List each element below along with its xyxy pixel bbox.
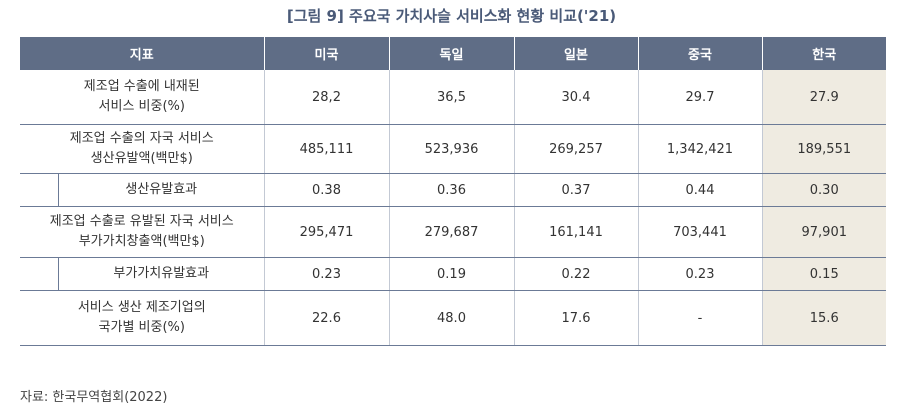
cell-china: 0.23: [637, 257, 762, 291]
cell-korea: 27.9: [761, 70, 886, 125]
cell-china: 1,342,421: [637, 124, 762, 174]
cell-usa: 22.6: [263, 290, 389, 346]
table-row: 제조업 수출로 유발된 자국 서비스 부가가치창출액(백만$) 295,471 2…: [20, 206, 886, 258]
cell-japan: 269,257: [513, 124, 638, 174]
table-row: 제조업 수출에 내재된 서비스 비중(%) 28,2 36,5 30.4 29.7…: [20, 70, 886, 125]
row-label: 제조업 수출에 내재된 서비스 비중(%): [20, 70, 264, 125]
cell-germany: 0.36: [388, 173, 514, 207]
figure-title: [그림 9] 주요국 가치사슬 서비스화 현황 비교('21): [286, 7, 617, 25]
header-germany: 독일: [388, 37, 514, 70]
row-label: 제조업 수출로 유발된 자국 서비스 부가가치창출액(백만$): [20, 206, 264, 258]
row-label: 서비스 생산 제조기업의 국가별 비중(%): [20, 290, 264, 346]
header-indicator: 지표: [20, 37, 264, 70]
cell-germany: 36,5: [388, 70, 514, 125]
cell-usa: 28,2: [263, 70, 389, 125]
header-row: 지표 미국 독일 일본 중국 한국: [20, 37, 886, 70]
source-note: 자료: 한국무역협회(2022): [20, 390, 168, 405]
cell-japan: 161,141: [513, 206, 638, 258]
cell-china: 29.7: [637, 70, 762, 125]
cell-usa: 0.23: [263, 257, 389, 291]
cell-japan: 0.37: [513, 173, 638, 207]
row-label: 제조업 수출의 자국 서비스 생산유발액(백만$): [20, 124, 264, 174]
cell-korea: 15.6: [761, 290, 886, 346]
cell-japan: 0.22: [513, 257, 638, 291]
cell-korea: 189,551: [761, 124, 886, 174]
header-usa: 미국: [263, 37, 389, 70]
cell-germany: 523,936: [388, 124, 514, 174]
row-label: 부가가치유발효과: [20, 257, 264, 291]
cell-china: -: [637, 290, 762, 346]
header-japan: 일본: [513, 37, 638, 70]
table-row: 생산유발효과 0.38 0.36 0.37 0.44 0.30: [20, 173, 886, 207]
comparison-table: 지표 미국 독일 일본 중국 한국 제조업 수출에 내재된 서비스 비중(%) 2…: [20, 37, 886, 346]
table-row: 제조업 수출의 자국 서비스 생산유발액(백만$) 485,111 523,936…: [20, 124, 886, 174]
cell-korea: 97,901: [761, 206, 886, 258]
cell-germany: 279,687: [388, 206, 514, 258]
cell-korea: 0.30: [761, 173, 886, 207]
table-row: 서비스 생산 제조기업의 국가별 비중(%) 22.6 48.0 17.6 - 1…: [20, 290, 886, 346]
cell-usa: 0.38: [263, 173, 389, 207]
cell-china: 703,441: [637, 206, 762, 258]
cell-japan: 17.6: [513, 290, 638, 346]
cell-germany: 0.19: [388, 257, 514, 291]
cell-korea: 0.15: [761, 257, 886, 291]
cell-china: 0.44: [637, 173, 762, 207]
cell-germany: 48.0: [388, 290, 514, 346]
header-korea: 한국: [761, 37, 886, 70]
table-row: 부가가치유발효과 0.23 0.19 0.22 0.23 0.15: [20, 257, 886, 291]
header-china: 중국: [637, 37, 762, 70]
cell-usa: 485,111: [263, 124, 389, 174]
cell-japan: 30.4: [513, 70, 638, 125]
cell-usa: 295,471: [263, 206, 389, 258]
row-label: 생산유발효과: [20, 173, 264, 207]
